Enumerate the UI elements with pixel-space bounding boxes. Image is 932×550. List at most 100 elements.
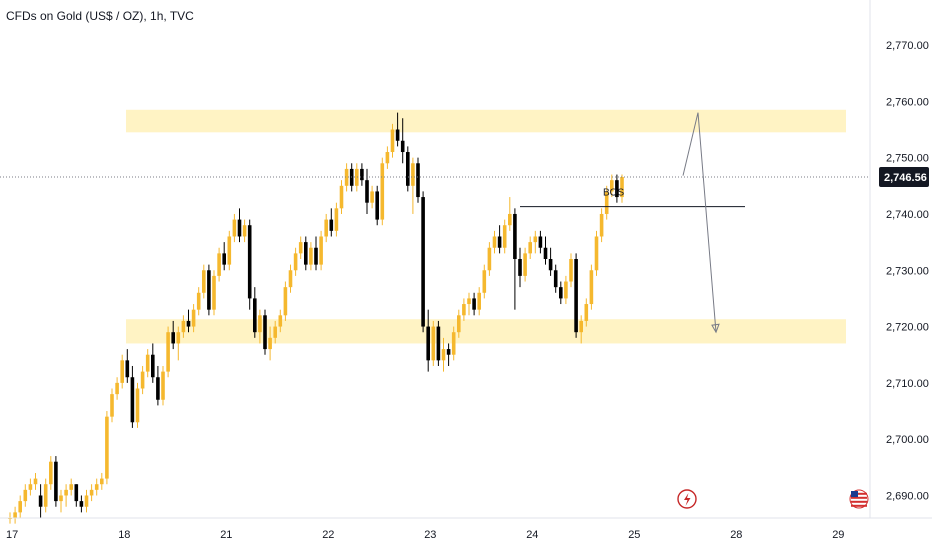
zones-layer: [126, 109, 846, 344]
price-axis[interactable]: 2,770.00 2,760.00 2,750.00 2,740.00 2,730.00…: [869, 0, 929, 518]
candle-body: [120, 360, 124, 383]
candle-body: [411, 163, 415, 186]
candle-body: [400, 140, 405, 153]
candle-body: [457, 315, 461, 333]
candle-body: [344, 168, 349, 186]
price-tick-label: 2,750.00: [886, 153, 929, 165]
candle-body: [28, 484, 33, 490]
candle-body: [385, 152, 390, 164]
candle-body: [171, 332, 175, 344]
candle-body: [23, 489, 28, 502]
price-tick-label: 2,760.00: [886, 96, 929, 108]
candle-body: [620, 177, 624, 198]
projection-path: [682, 112, 717, 333]
price-tick-label: 2,690.00: [886, 490, 929, 502]
candle-body: [115, 382, 119, 395]
time-axis[interactable]: 17 18 21 22 23 24 25 28 29: [0, 517, 932, 541]
candle-body: [237, 219, 242, 237]
candle-body: [94, 484, 99, 490]
candle-body: [421, 197, 425, 327]
current-price-tag: 2,746.56: [879, 167, 929, 188]
time-tick-label: 29: [832, 529, 844, 541]
candle-body: [497, 236, 502, 248]
time-tick-label: 22: [322, 529, 334, 541]
candle-body: [13, 512, 17, 518]
candle-body: [145, 354, 150, 372]
candle-body: [329, 219, 334, 231]
candle-body: [553, 270, 558, 288]
candle-body: [416, 163, 420, 198]
candle-body: [462, 304, 466, 316]
candle-body: [477, 292, 481, 310]
time-tick-label: 25: [628, 529, 640, 541]
price-tick-label: 2,770.00: [886, 40, 929, 52]
bos-label: BOS: [603, 188, 624, 199]
candle-body: [319, 236, 323, 265]
candle-body: [487, 247, 492, 271]
candle-body: [135, 388, 140, 423]
candle-body: [110, 394, 114, 417]
candle-body: [202, 270, 206, 293]
candle-body: [579, 320, 583, 333]
candle-body: [538, 236, 543, 248]
candle-body: [564, 281, 568, 299]
time-tick-label: 24: [526, 529, 538, 541]
candle-body: [528, 242, 532, 254]
candle-body: [370, 191, 374, 203]
candle-body: [59, 495, 63, 502]
lightning-icon-bolt: [684, 493, 691, 506]
candle-body: [436, 326, 441, 361]
time-tick-label: 17: [6, 529, 18, 541]
candle-body: [18, 501, 22, 513]
candle-body: [482, 270, 487, 293]
candle-body: [181, 320, 186, 333]
candle-body: [273, 326, 277, 338]
candle-body: [375, 191, 379, 220]
candle-body: [451, 332, 456, 355]
candle-body: [89, 489, 94, 496]
candle-body: [258, 315, 262, 333]
candle-body: [599, 213, 604, 237]
candle-body: [594, 236, 599, 271]
time-tick-label: 23: [424, 529, 436, 541]
candle-body: [390, 129, 395, 153]
candle-body: [604, 191, 609, 214]
candle-body: [615, 180, 619, 198]
candle-body: [569, 259, 573, 282]
candle-body: [508, 213, 512, 226]
price-tick-label: 2,720.00: [886, 322, 929, 334]
time-tick-label: 18: [118, 529, 130, 541]
candle-body: [33, 478, 38, 485]
lightning-icon[interactable]: [677, 489, 697, 509]
candle-body: [293, 253, 298, 271]
candle-body: [610, 180, 614, 192]
candles-layer: [8, 112, 624, 524]
candle-body: [543, 247, 548, 259]
price-tick-label: 2,700.00: [886, 434, 929, 446]
candle-body: [176, 332, 181, 344]
candle-body: [472, 298, 476, 310]
candle-body: [548, 259, 553, 271]
us-flag-stripe: [851, 504, 867, 507]
us-flag-icon[interactable]: [849, 489, 869, 509]
candle-body: [365, 180, 369, 203]
candle-body: [191, 309, 196, 327]
candle-body: [64, 489, 68, 496]
candle-body: [125, 360, 130, 378]
candle-body: [166, 332, 170, 372]
candle-body: [339, 185, 344, 209]
us-flag-stripe: [851, 492, 867, 495]
price-tick-label: 2,740.00: [886, 209, 929, 221]
us-flag-canton: [851, 491, 858, 497]
candle-body: [253, 298, 257, 333]
candle-body: [584, 304, 589, 321]
candle-body: [334, 208, 339, 231]
candle-body: [283, 287, 288, 316]
candle-body: [130, 377, 135, 423]
candle-body: [304, 242, 308, 265]
candle-body: [298, 242, 303, 254]
candle-body: [227, 236, 232, 265]
candle-body: [380, 163, 385, 220]
candle-body: [207, 270, 211, 310]
